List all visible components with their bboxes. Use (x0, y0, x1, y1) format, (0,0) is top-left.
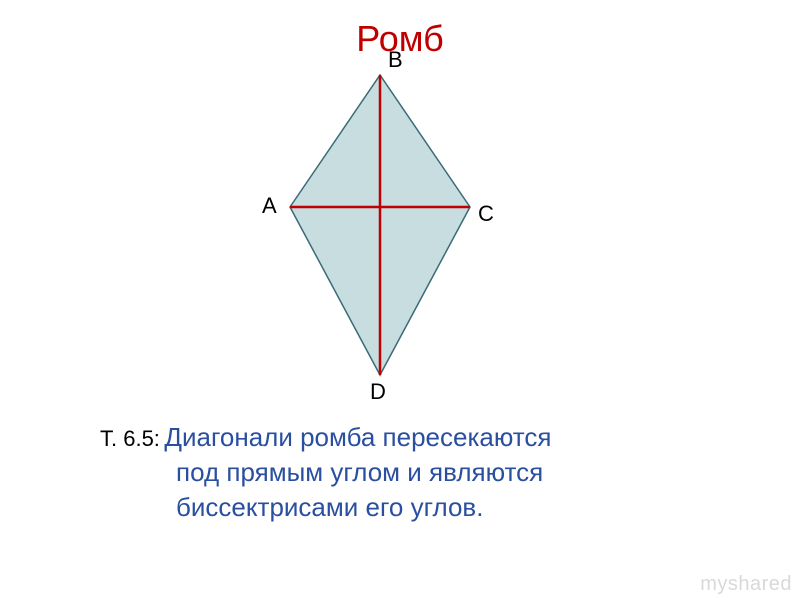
watermark: myshared (700, 573, 792, 596)
vertex-label-d: D (370, 379, 386, 405)
theorem-line-2: биссектрисами его углов. (176, 490, 483, 525)
theorem-prefix: Т. 6.5: (100, 426, 160, 451)
theorem-line-1: под прямым углом и являются (176, 455, 543, 490)
rhombus-svg (260, 75, 500, 375)
theorem-line-0: Диагонали ромба пересекаются (164, 422, 551, 452)
vertex-label-c: C (478, 201, 494, 227)
rhombus-diagram: A B C D (260, 75, 500, 375)
vertex-label-a: A (262, 193, 277, 219)
theorem-block: Т. 6.5: Диагонали ромба пересекаются под… (100, 420, 740, 525)
vertex-label-b: B (388, 47, 403, 73)
